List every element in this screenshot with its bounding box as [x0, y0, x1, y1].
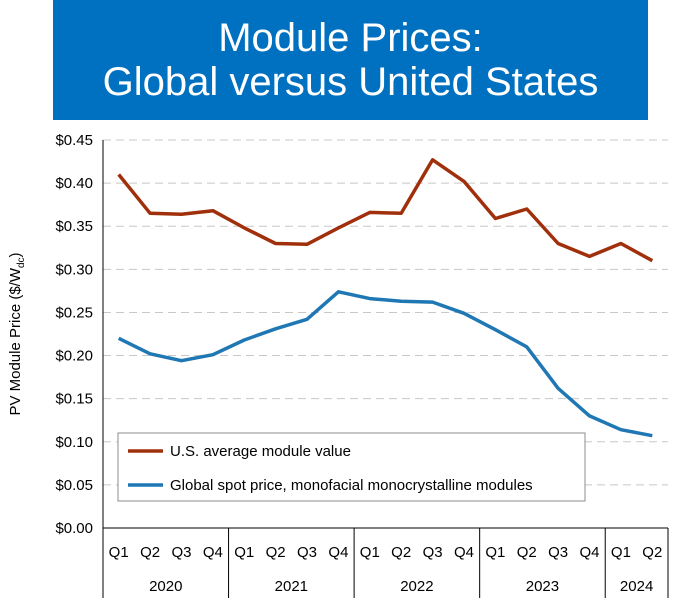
y-tick-label: $0.15: [55, 391, 93, 408]
x-tick-label: Q3: [297, 544, 317, 561]
series-line-2: [117, 290, 653, 438]
x-tick-label: Q3: [423, 544, 443, 561]
x-tick-label: Q3: [548, 544, 568, 561]
y-tick-label: $0.40: [55, 175, 93, 192]
x-group-label: 2022: [400, 578, 433, 595]
x-tick-label: Q1: [109, 544, 129, 561]
y-tick-label: $0.10: [55, 434, 93, 451]
x-tick-label: Q4: [203, 544, 223, 561]
x-tick-label: Q2: [391, 544, 411, 561]
y-tick-label: $0.05: [55, 477, 93, 494]
y-tick-label: $0.00: [55, 520, 93, 537]
x-group-label: 2023: [526, 578, 559, 595]
y-tick-label: $0.25: [55, 304, 93, 321]
y-tick-label: $0.20: [55, 348, 93, 365]
y-tick-label: $0.35: [55, 218, 93, 235]
legend-label: U.S. average module value: [170, 443, 351, 460]
x-group-label: 2021: [275, 578, 308, 595]
series-line-1: [117, 158, 654, 263]
x-tick-label: Q4: [328, 544, 348, 561]
legend-box: [117, 432, 586, 502]
x-group-label: 2020: [149, 578, 182, 595]
title-line-1: Module Prices:: [218, 16, 483, 60]
x-tick-label: Q4: [454, 544, 474, 561]
x-tick-label: Q1: [360, 544, 380, 561]
legend-label: Global spot price, monofacial monocrysta…: [170, 477, 533, 494]
x-tick-label: Q2: [517, 544, 537, 561]
x-tick-label: Q1: [234, 544, 254, 561]
x-tick-label: Q2: [266, 544, 286, 561]
x-group-label: 2024: [620, 578, 653, 595]
x-tick-label: Q3: [171, 544, 191, 561]
y-axis-label: PV Module Price ($/Wdc): [7, 252, 27, 415]
title-line-2: Global versus United States: [102, 60, 599, 104]
x-tick-label: Q4: [580, 544, 600, 561]
title-banner: Module Prices: Global versus United Stat…: [53, 0, 648, 120]
y-tick-label: $0.30: [55, 261, 93, 278]
x-tick-label: Q1: [485, 544, 505, 561]
x-tick-label: Q1: [611, 544, 631, 561]
y-tick-label: $0.45: [55, 132, 93, 149]
x-tick-label: Q2: [642, 544, 662, 561]
x-tick-label: Q2: [140, 544, 160, 561]
